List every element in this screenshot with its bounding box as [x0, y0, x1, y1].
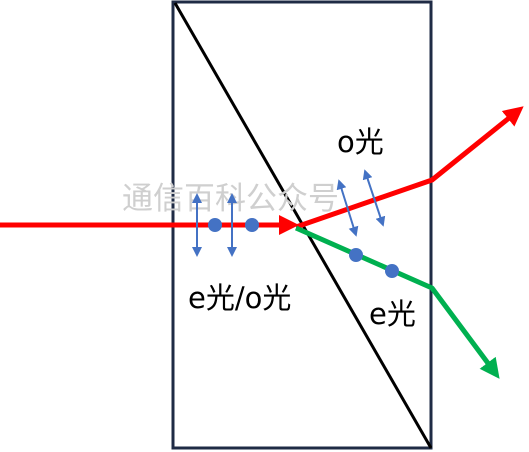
- watermark-text: 通信百科公众号: [122, 181, 339, 217]
- o-ray-label: o光: [337, 125, 384, 159]
- e-ray-label: e光: [369, 297, 416, 331]
- e-ray-path: [294, 225, 500, 379]
- polarization-arrow-o-2: [362, 169, 386, 227]
- incident-ray-label: e光/o光: [188, 281, 291, 315]
- polarization-arrow-o-1: [336, 179, 359, 237]
- polarization-dot-incident-2: [245, 218, 259, 232]
- polarization-dot-incident-1: [208, 218, 222, 232]
- polarization-dot-e-2: [385, 264, 399, 278]
- polarization-dot-e-1: [349, 248, 363, 262]
